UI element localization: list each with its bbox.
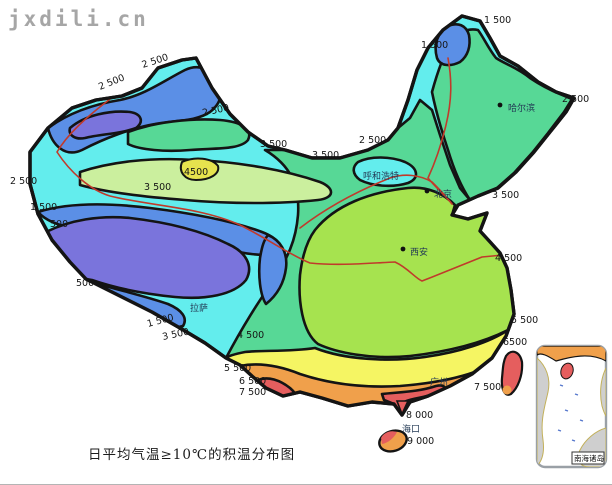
zone-light-green — [298, 186, 516, 359]
contour-label: 7 500 — [239, 387, 266, 398]
contour-label: 3 500 — [260, 139, 287, 150]
contour-label: 1 500 — [30, 202, 57, 213]
zone-east-tibet-blue-tongue — [257, 233, 288, 306]
city-label: 北京 — [434, 188, 452, 200]
contour-label: 3 500 — [492, 190, 519, 201]
contour-label: 5 500 — [224, 363, 251, 374]
contour-label: 5 500 — [511, 315, 538, 326]
city-label: 呼和浩特 — [363, 170, 399, 182]
zone-red-leizhou — [395, 400, 410, 417]
zone-turpan-yellow-4500 — [179, 157, 220, 181]
contour-label: 500 — [50, 219, 68, 230]
contour-label: 3 500 — [161, 327, 190, 343]
inset-label: 南海诸岛 — [574, 453, 604, 463]
taiwan-island — [500, 350, 524, 396]
inset-china-coast-orange — [537, 346, 606, 363]
china-outline-stroke — [28, 14, 576, 417]
city-dot — [400, 246, 406, 252]
contour-label: 6500 — [503, 337, 527, 348]
map-caption: 日平均气温≥10℃的积温分布图 — [88, 447, 295, 463]
city-dot — [424, 188, 430, 194]
contour-label: 1 500 — [421, 40, 448, 51]
city-label: 海口 — [402, 423, 420, 435]
inset-island-marks — [557, 384, 584, 442]
contour-label: 6 500 — [239, 376, 266, 387]
contour-label: 1 500 — [146, 312, 175, 330]
contour-label: 3 500 — [312, 150, 339, 161]
south-china-sea-inset: 南海诸岛 — [535, 344, 608, 469]
contour-label: 4 500 — [495, 253, 522, 264]
contour-label: 9 000 — [407, 436, 434, 447]
contour-label: 1 500 — [484, 15, 511, 26]
zone-hohhot-cyan-pocket — [352, 156, 418, 188]
inset-indochina-land — [537, 356, 550, 467]
contour-label: 2 500 — [562, 94, 589, 105]
zone-tarim-pale-green — [78, 157, 333, 205]
watermark: jxdili.cn — [8, 7, 149, 31]
contour-label: 4500 — [184, 167, 208, 178]
inset-hainan-red — [560, 362, 574, 380]
inset-label-box — [571, 451, 605, 465]
city-label: 西安 — [410, 246, 428, 258]
hainan-red-part — [381, 431, 397, 444]
contour-label: 8 000 — [406, 410, 433, 421]
taiwan-south-orange — [502, 385, 512, 395]
zone-tibet-purple — [44, 215, 251, 300]
city-label: 哈尔滨 — [508, 102, 535, 114]
inset-philippines-land — [600, 367, 606, 418]
contour-label: 3 500 — [144, 182, 171, 193]
temperature-belt-boundary-west — [56, 89, 504, 282]
contour-label: 2 500 — [10, 176, 37, 187]
contour-label: 7 500 — [474, 382, 501, 393]
contour-label: 4 500 — [237, 330, 264, 341]
city-label: 广州 — [430, 376, 448, 388]
temperature-belt-boundary-northchina — [299, 174, 447, 229]
contour-label: 2 500 — [359, 135, 386, 146]
contour-label: 2 500 — [97, 72, 126, 92]
zone-tianshan-mint — [126, 118, 251, 153]
city-dot — [497, 102, 503, 108]
contour-label: 500 — [76, 278, 94, 289]
city-label: 拉萨 — [190, 302, 208, 314]
